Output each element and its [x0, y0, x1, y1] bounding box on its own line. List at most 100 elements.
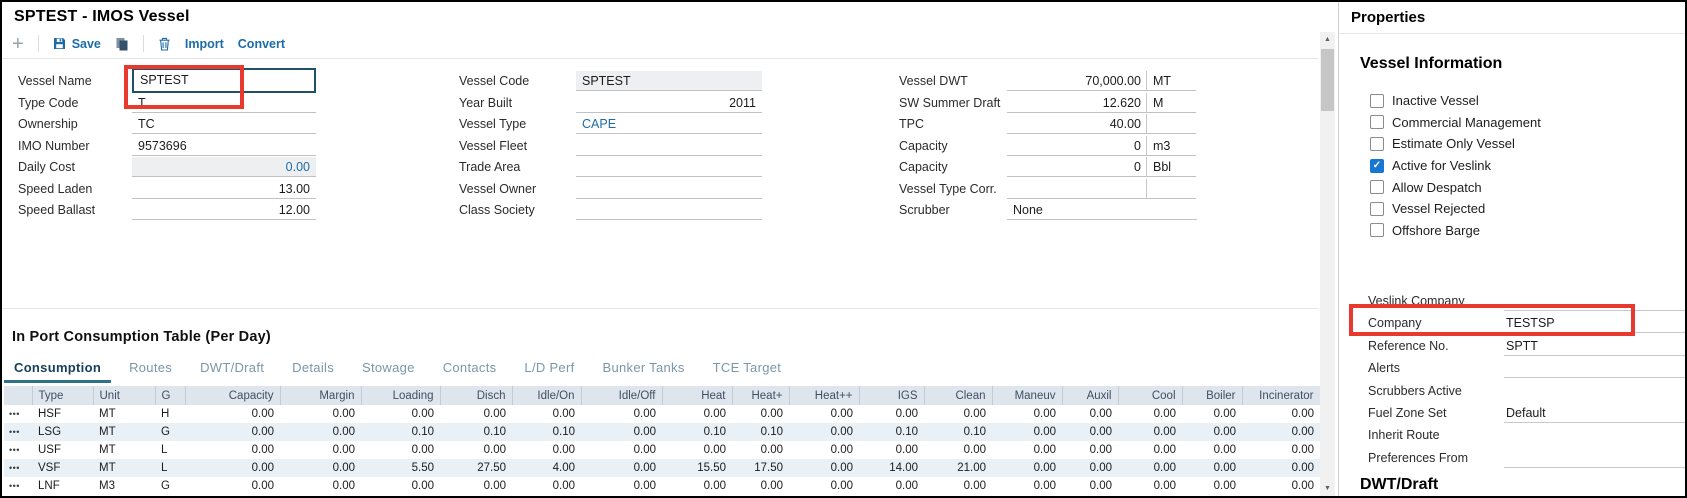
- save-button[interactable]: Save: [53, 37, 101, 51]
- cell-loading[interactable]: 0.00: [411, 444, 434, 456]
- cell-incinerator[interactable]: 0.00: [1291, 480, 1314, 492]
- cell-heat[interactable]: 0.00: [703, 480, 726, 492]
- cell-g[interactable]: G: [161, 426, 170, 438]
- cell-heat[interactable]: 0.00: [760, 408, 783, 420]
- cell-clean[interactable]: 0.10: [963, 426, 986, 438]
- field-vessel-name[interactable]: SPTEST: [132, 68, 316, 93]
- field-ownership[interactable]: TC: [132, 114, 316, 134]
- cell-maneuv[interactable]: 0.00: [1033, 408, 1056, 420]
- field-vessel-type[interactable]: CAPE: [576, 114, 762, 134]
- field-vessel-dwt[interactable]: 70,000.00: [1007, 71, 1147, 91]
- cell-margin[interactable]: 0.00: [332, 444, 355, 456]
- cell-incinerator[interactable]: 0.00: [1291, 426, 1314, 438]
- property-fuel-zone-set[interactable]: Default: [1504, 403, 1685, 423]
- field-capacity[interactable]: 0: [1007, 136, 1147, 156]
- cell-heat[interactable]: 0.00: [760, 480, 783, 492]
- field-vessel-code[interactable]: SPTEST: [576, 71, 762, 91]
- field-year-built[interactable]: 2011: [576, 93, 762, 113]
- field-daily-cost[interactable]: 0.00: [132, 157, 316, 177]
- cell-idle-off[interactable]: 0.00: [633, 408, 656, 420]
- tab-l-d-perf[interactable]: L/D Perf: [524, 360, 575, 375]
- row-menu-button[interactable]: •••: [9, 427, 20, 437]
- cell-type[interactable]: USF: [38, 444, 61, 456]
- field-vessel-fleet[interactable]: [576, 136, 762, 156]
- cell-auxil[interactable]: 0.00: [1089, 408, 1112, 420]
- field-class-society[interactable]: [576, 200, 762, 220]
- copy-button[interactable]: [115, 37, 129, 51]
- checkbox-offshore-barge[interactable]: [1370, 223, 1384, 238]
- cell-type[interactable]: LSG: [38, 426, 62, 438]
- tab-contacts[interactable]: Contacts: [442, 360, 497, 375]
- field-vessel-type-corr[interactable]: [1007, 179, 1147, 199]
- cell-heat[interactable]: 0.00: [830, 480, 853, 492]
- cell-loading[interactable]: 0.00: [411, 480, 434, 492]
- add-button[interactable]: +: [12, 32, 24, 55]
- cell-heat[interactable]: 0.10: [703, 426, 726, 438]
- cell-heat[interactable]: 0.00: [830, 408, 853, 420]
- tab-details[interactable]: Details: [292, 360, 335, 375]
- vertical-scrollbar[interactable]: ▲ ▼: [1320, 32, 1335, 496]
- cell-heat[interactable]: 0.00: [703, 408, 726, 420]
- cell-clean[interactable]: 0.00: [963, 444, 986, 456]
- cell-heat[interactable]: 0.10: [760, 426, 783, 438]
- field-capacity[interactable]: 0: [1007, 157, 1147, 177]
- cell-cool[interactable]: 0.00: [1153, 408, 1176, 420]
- cell-unit[interactable]: MT: [99, 444, 116, 456]
- field-speed-laden[interactable]: 13.00: [132, 179, 316, 199]
- cell-heat[interactable]: 17.50: [754, 462, 783, 474]
- checkbox-commercial-management[interactable]: [1370, 115, 1384, 130]
- field-sw-summer-draft[interactable]: 12.620: [1007, 93, 1147, 113]
- property-inherit-route[interactable]: [1504, 425, 1685, 445]
- row-menu-button[interactable]: •••: [9, 463, 20, 473]
- cell-idle-off[interactable]: 0.00: [633, 426, 656, 438]
- cell-heat[interactable]: 0.00: [830, 462, 853, 474]
- cell-idle-off[interactable]: 0.00: [633, 480, 656, 492]
- cell-maneuv[interactable]: 0.00: [1033, 462, 1056, 474]
- cell-idle-off[interactable]: 0.00: [633, 444, 656, 456]
- cell-auxil[interactable]: 0.00: [1089, 480, 1112, 492]
- cell-clean[interactable]: 0.00: [963, 480, 986, 492]
- checkbox-inactive-vessel[interactable]: [1370, 93, 1384, 108]
- tab-tce-target[interactable]: TCE Target: [712, 360, 782, 375]
- cell-g[interactable]: L: [161, 444, 168, 456]
- cell-boiler[interactable]: 0.00: [1213, 444, 1236, 456]
- cell-margin[interactable]: 0.00: [332, 426, 355, 438]
- cell-disch[interactable]: 0.10: [483, 426, 506, 438]
- cell-disch[interactable]: 0.00: [483, 444, 506, 456]
- cell-boiler[interactable]: 0.00: [1213, 426, 1236, 438]
- field-trade-area[interactable]: [576, 157, 762, 177]
- cell-incinerator[interactable]: 0.00: [1291, 408, 1314, 420]
- cell-maneuv[interactable]: 0.00: [1033, 480, 1056, 492]
- cell-incinerator[interactable]: 0.00: [1291, 444, 1314, 456]
- cell-loading[interactable]: 0.00: [411, 408, 434, 420]
- field-speed-ballast[interactable]: 12.00: [132, 200, 316, 220]
- property-preferences-from[interactable]: [1504, 448, 1685, 468]
- import-button[interactable]: Import: [184, 36, 224, 51]
- cell-unit[interactable]: MT: [99, 462, 116, 474]
- cell-igs[interactable]: 0.00: [895, 444, 918, 456]
- tab-routes[interactable]: Routes: [129, 360, 173, 375]
- tab-dwt-draft[interactable]: DWT/Draft: [200, 360, 265, 375]
- scroll-up-button[interactable]: ▲: [1320, 32, 1335, 47]
- cell-unit[interactable]: MT: [99, 426, 116, 438]
- cell-idle-on[interactable]: 0.00: [552, 480, 575, 492]
- cell-type[interactable]: HSF: [38, 408, 61, 420]
- cell-maneuv[interactable]: 0.00: [1033, 444, 1056, 456]
- cell-heat[interactable]: 0.00: [830, 426, 853, 438]
- cell-g[interactable]: L: [161, 462, 168, 474]
- cell-idle-off[interactable]: 0.00: [633, 462, 656, 474]
- cell-disch[interactable]: 0.00: [483, 408, 506, 420]
- cell-loading[interactable]: 0.10: [411, 426, 434, 438]
- cell-unit[interactable]: MT: [99, 408, 116, 420]
- cell-cool[interactable]: 0.00: [1153, 480, 1176, 492]
- field-imo-number[interactable]: 9573696: [132, 136, 316, 156]
- cell-cool[interactable]: 0.00: [1153, 462, 1176, 474]
- row-menu-button[interactable]: •••: [9, 409, 20, 419]
- cell-idle-on[interactable]: 0.10: [552, 426, 575, 438]
- cell-g[interactable]: H: [161, 408, 170, 420]
- property-alerts[interactable]: [1504, 358, 1685, 379]
- property-reference-no[interactable]: SPTT: [1504, 336, 1685, 356]
- checkbox-vessel-rejected[interactable]: [1370, 201, 1384, 216]
- cell-margin[interactable]: 0.00: [332, 480, 355, 492]
- property-veslink-company[interactable]: [1504, 291, 1685, 311]
